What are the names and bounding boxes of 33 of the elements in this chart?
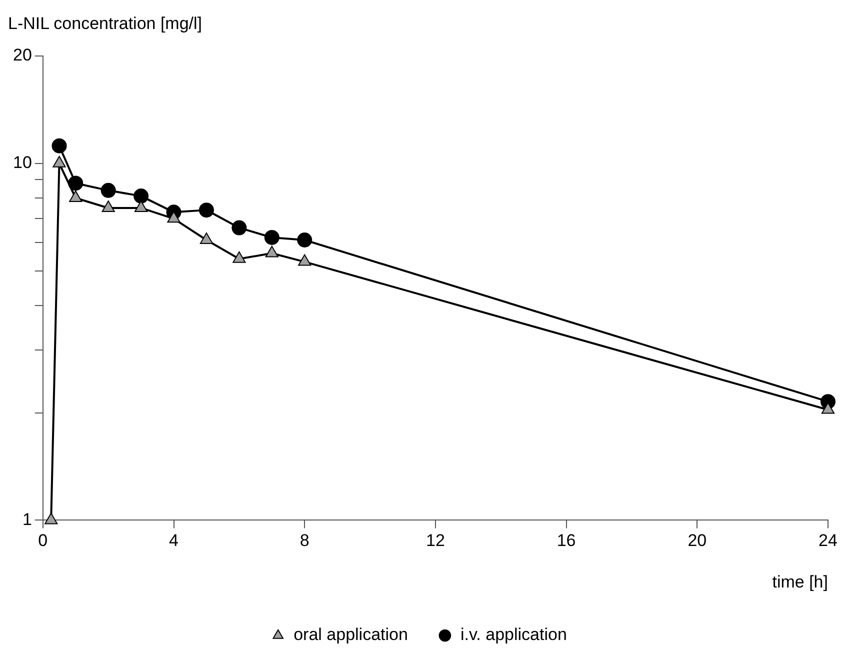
point: [52, 138, 67, 154]
x-tick-label: 8: [300, 531, 310, 550]
point: [232, 251, 246, 263]
point: [264, 230, 280, 245]
point: [265, 246, 278, 258]
x-tick-label: 12: [426, 531, 445, 550]
x-tick-label: 4: [169, 531, 178, 550]
point: [100, 182, 116, 198]
x-axis-title: time [h]: [772, 572, 828, 592]
x-tick-label: 20: [688, 531, 707, 550]
point: [167, 211, 180, 223]
point: [298, 254, 312, 266]
point: [52, 156, 66, 168]
point: [200, 232, 214, 244]
x-tick-label: 16: [556, 531, 576, 550]
point: [44, 512, 58, 524]
y-tick-label: 10: [12, 153, 32, 172]
point: [232, 220, 247, 236]
y-tick-label: 1: [22, 510, 32, 529]
point: [134, 200, 148, 212]
point: [69, 190, 82, 202]
x-tick-label: 24: [818, 531, 838, 550]
legend-label: i.v. application: [460, 625, 567, 644]
x-tick-label: 0: [38, 531, 48, 550]
point: [102, 200, 115, 212]
legend-label: oral application: [294, 625, 408, 644]
point: [68, 176, 84, 191]
point: [297, 232, 312, 248]
point: [821, 402, 835, 414]
y-tick-label: 20: [12, 46, 32, 65]
point: [198, 202, 214, 218]
y-axis-title: L-NIL concentration [mg/l]: [8, 14, 202, 34]
point: [134, 188, 149, 204]
